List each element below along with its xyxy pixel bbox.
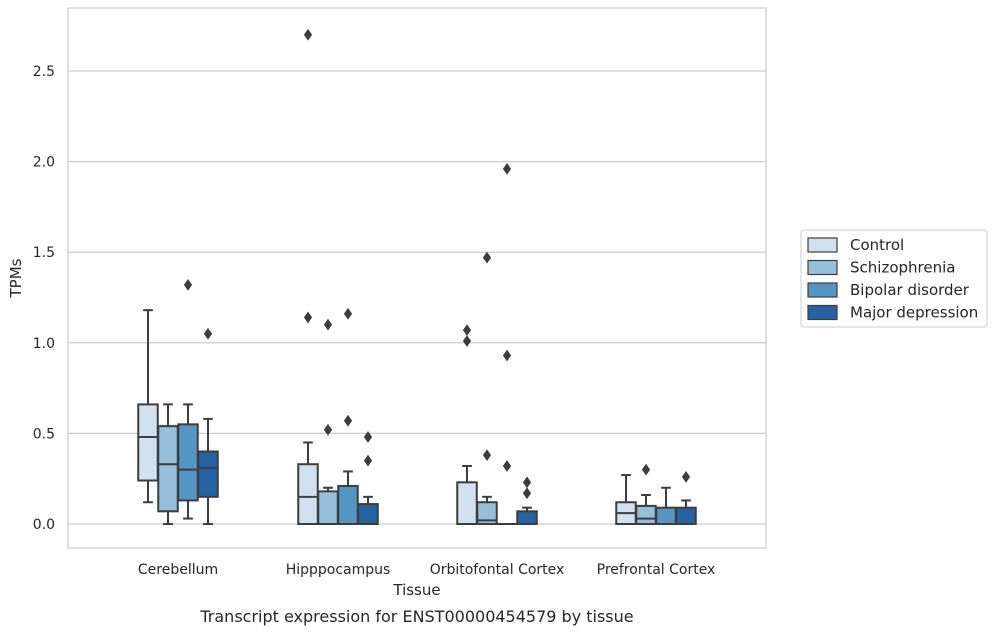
outlier-point [522,487,532,500]
box-2-3 [516,476,538,526]
box-2-1 [476,251,498,526]
box-0-1 [157,403,179,525]
box-body [297,463,319,526]
box-3-3 [675,471,697,525]
box-body [197,450,219,498]
box-0-3 [197,327,219,525]
legend-label: Control [850,236,904,254]
box-body [476,501,498,526]
outlier-point [303,28,313,41]
legend-swatch [807,304,838,321]
box-body [137,403,159,482]
box-1-0 [297,28,319,526]
x-tick-label: Cerebellum [138,562,218,578]
outlier-point [502,460,512,472]
x-tick-labels: Cerebellum Hipppocampus Orbitofontal Corte… [138,562,715,578]
outlier-point [343,307,353,320]
y-tick-label: 1.5 [33,245,55,261]
outlier-point [323,318,333,331]
box-0-0 [137,309,159,504]
outlier-point [303,311,313,324]
box-3-0 [615,474,637,526]
box-body [456,481,478,526]
outlier-point [482,449,492,462]
box-body [675,506,697,525]
x-tick-label: Hipppocampus [286,562,391,578]
legend-swatch [807,259,838,276]
legend-swatch [807,282,838,298]
x-axis-label: Tissue [392,581,440,599]
x-tick-label: Prefrontal Cortex [597,562,716,578]
y-tick-label: 0.5 [33,426,55,442]
outlier-point [203,327,213,340]
legend-swatch [807,237,838,253]
box-body [516,510,538,526]
outlier-point [641,463,651,476]
box-2-0 [456,324,478,526]
legend-frame [800,229,988,328]
y-tick-label: 1.0 [33,336,55,352]
outlier-point [462,324,472,336]
y-tick-labels: 0.0 0.5 1.0 1.5 2.0 2.5 [33,64,55,533]
outlier-point [323,423,333,436]
box-0-2 [177,278,199,520]
outlier-point [502,349,512,362]
box-1-1 [317,318,339,526]
box-body [337,484,359,525]
box-2-2 [496,162,518,526]
y-tick-label: 2.5 [33,64,55,80]
outlier-point [363,431,373,443]
boxes-layer [137,28,697,526]
y-tick-label: 2.0 [33,155,55,171]
outlier-point [482,251,492,264]
legend-label: Major depression [850,304,978,322]
box-body [635,504,657,526]
legend-label: Bipolar disorder [850,281,970,299]
box-body [655,506,677,525]
box-1-2 [337,307,359,525]
plot-frame [67,7,767,549]
box-3-1 [635,463,657,526]
box-body [357,503,379,525]
box-body [317,490,339,526]
y-axis-label: TPMs [7,258,25,298]
outlier-point [522,476,532,489]
outlier-point [343,414,353,427]
y-tick-label: 0.0 [33,517,55,533]
legend-label: Schizophrenia [850,259,955,277]
box-1-3 [357,431,379,525]
outlier-point [363,454,373,467]
outlier-point [502,162,512,175]
outlier-point [462,335,472,347]
outlier-point [183,278,193,291]
x-tick-label: Orbitofontal Cortex [430,562,565,578]
chart-title: Transcript expression for ENST0000045457… [199,607,633,626]
outlier-point [681,471,691,483]
box-body [177,423,199,502]
box-body [157,425,179,513]
legend: Control Schizophrenia Bipolar disorder Majo… [800,229,988,328]
box-3-2 [655,486,677,525]
